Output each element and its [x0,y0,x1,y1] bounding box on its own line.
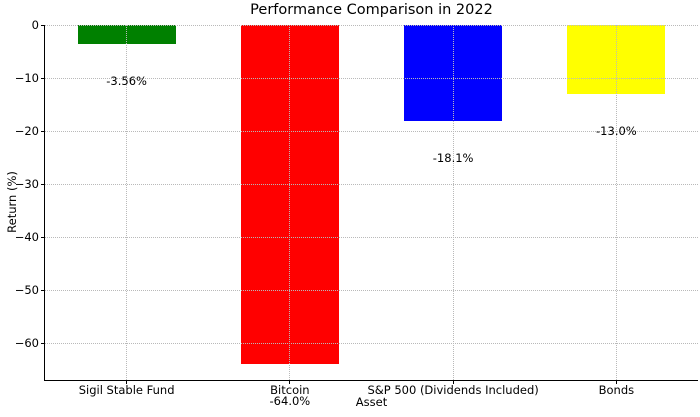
y-tick-mark [41,183,45,185]
chart-title: Performance Comparison in 2022 [250,2,493,18]
v-gridline [615,25,617,380]
v-gridline [452,25,454,380]
x-tick-label: Sigil Stable Fund [78,382,175,397]
y-tick-label: −30 [14,177,39,191]
bar-value-label: -64.0% [269,394,311,409]
y-tick-label: −50 [14,283,39,297]
y-axis-spine [44,25,45,381]
x-tick-mark [452,380,454,384]
bar-value-label: -13.0% [596,123,637,138]
x-tick-label: S&P 500 (Dividends Included) [367,382,539,397]
y-tick-label: −10 [14,71,39,85]
y-tick-mark [41,77,45,79]
x-axis-spine [44,380,698,381]
h-gridline [45,236,698,238]
h-gridline [45,130,698,132]
h-gridline [45,183,698,185]
h-gridline [45,77,698,79]
v-gridline [289,25,291,380]
y-tick-mark [41,289,45,291]
x-tick-mark [615,380,617,384]
y-tick-label: −20 [14,124,39,138]
y-tick-label: −40 [14,230,39,244]
y-tick-mark [41,236,45,238]
h-gridline [45,289,698,291]
y-tick-label: −60 [14,336,39,350]
h-gridline [45,342,698,344]
v-gridline [126,25,128,380]
x-tick-label: Bitcoin [270,382,310,397]
x-axis-label: Asset [355,395,388,409]
y-tick-mark [41,24,45,26]
bar-value-label: -3.56% [106,73,147,88]
y-tick-label: 0 [31,18,39,32]
y-tick-mark [41,130,45,132]
h-gridline [45,24,698,26]
x-tick-mark [126,380,128,384]
bar-value-label: -18.1% [432,150,474,165]
y-tick-mark [41,342,45,344]
x-tick-label: Bonds [598,382,635,397]
x-tick-mark [289,380,291,384]
